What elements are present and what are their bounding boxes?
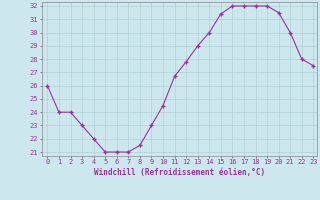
X-axis label: Windchill (Refroidissement éolien,°C): Windchill (Refroidissement éolien,°C) <box>94 168 265 177</box>
